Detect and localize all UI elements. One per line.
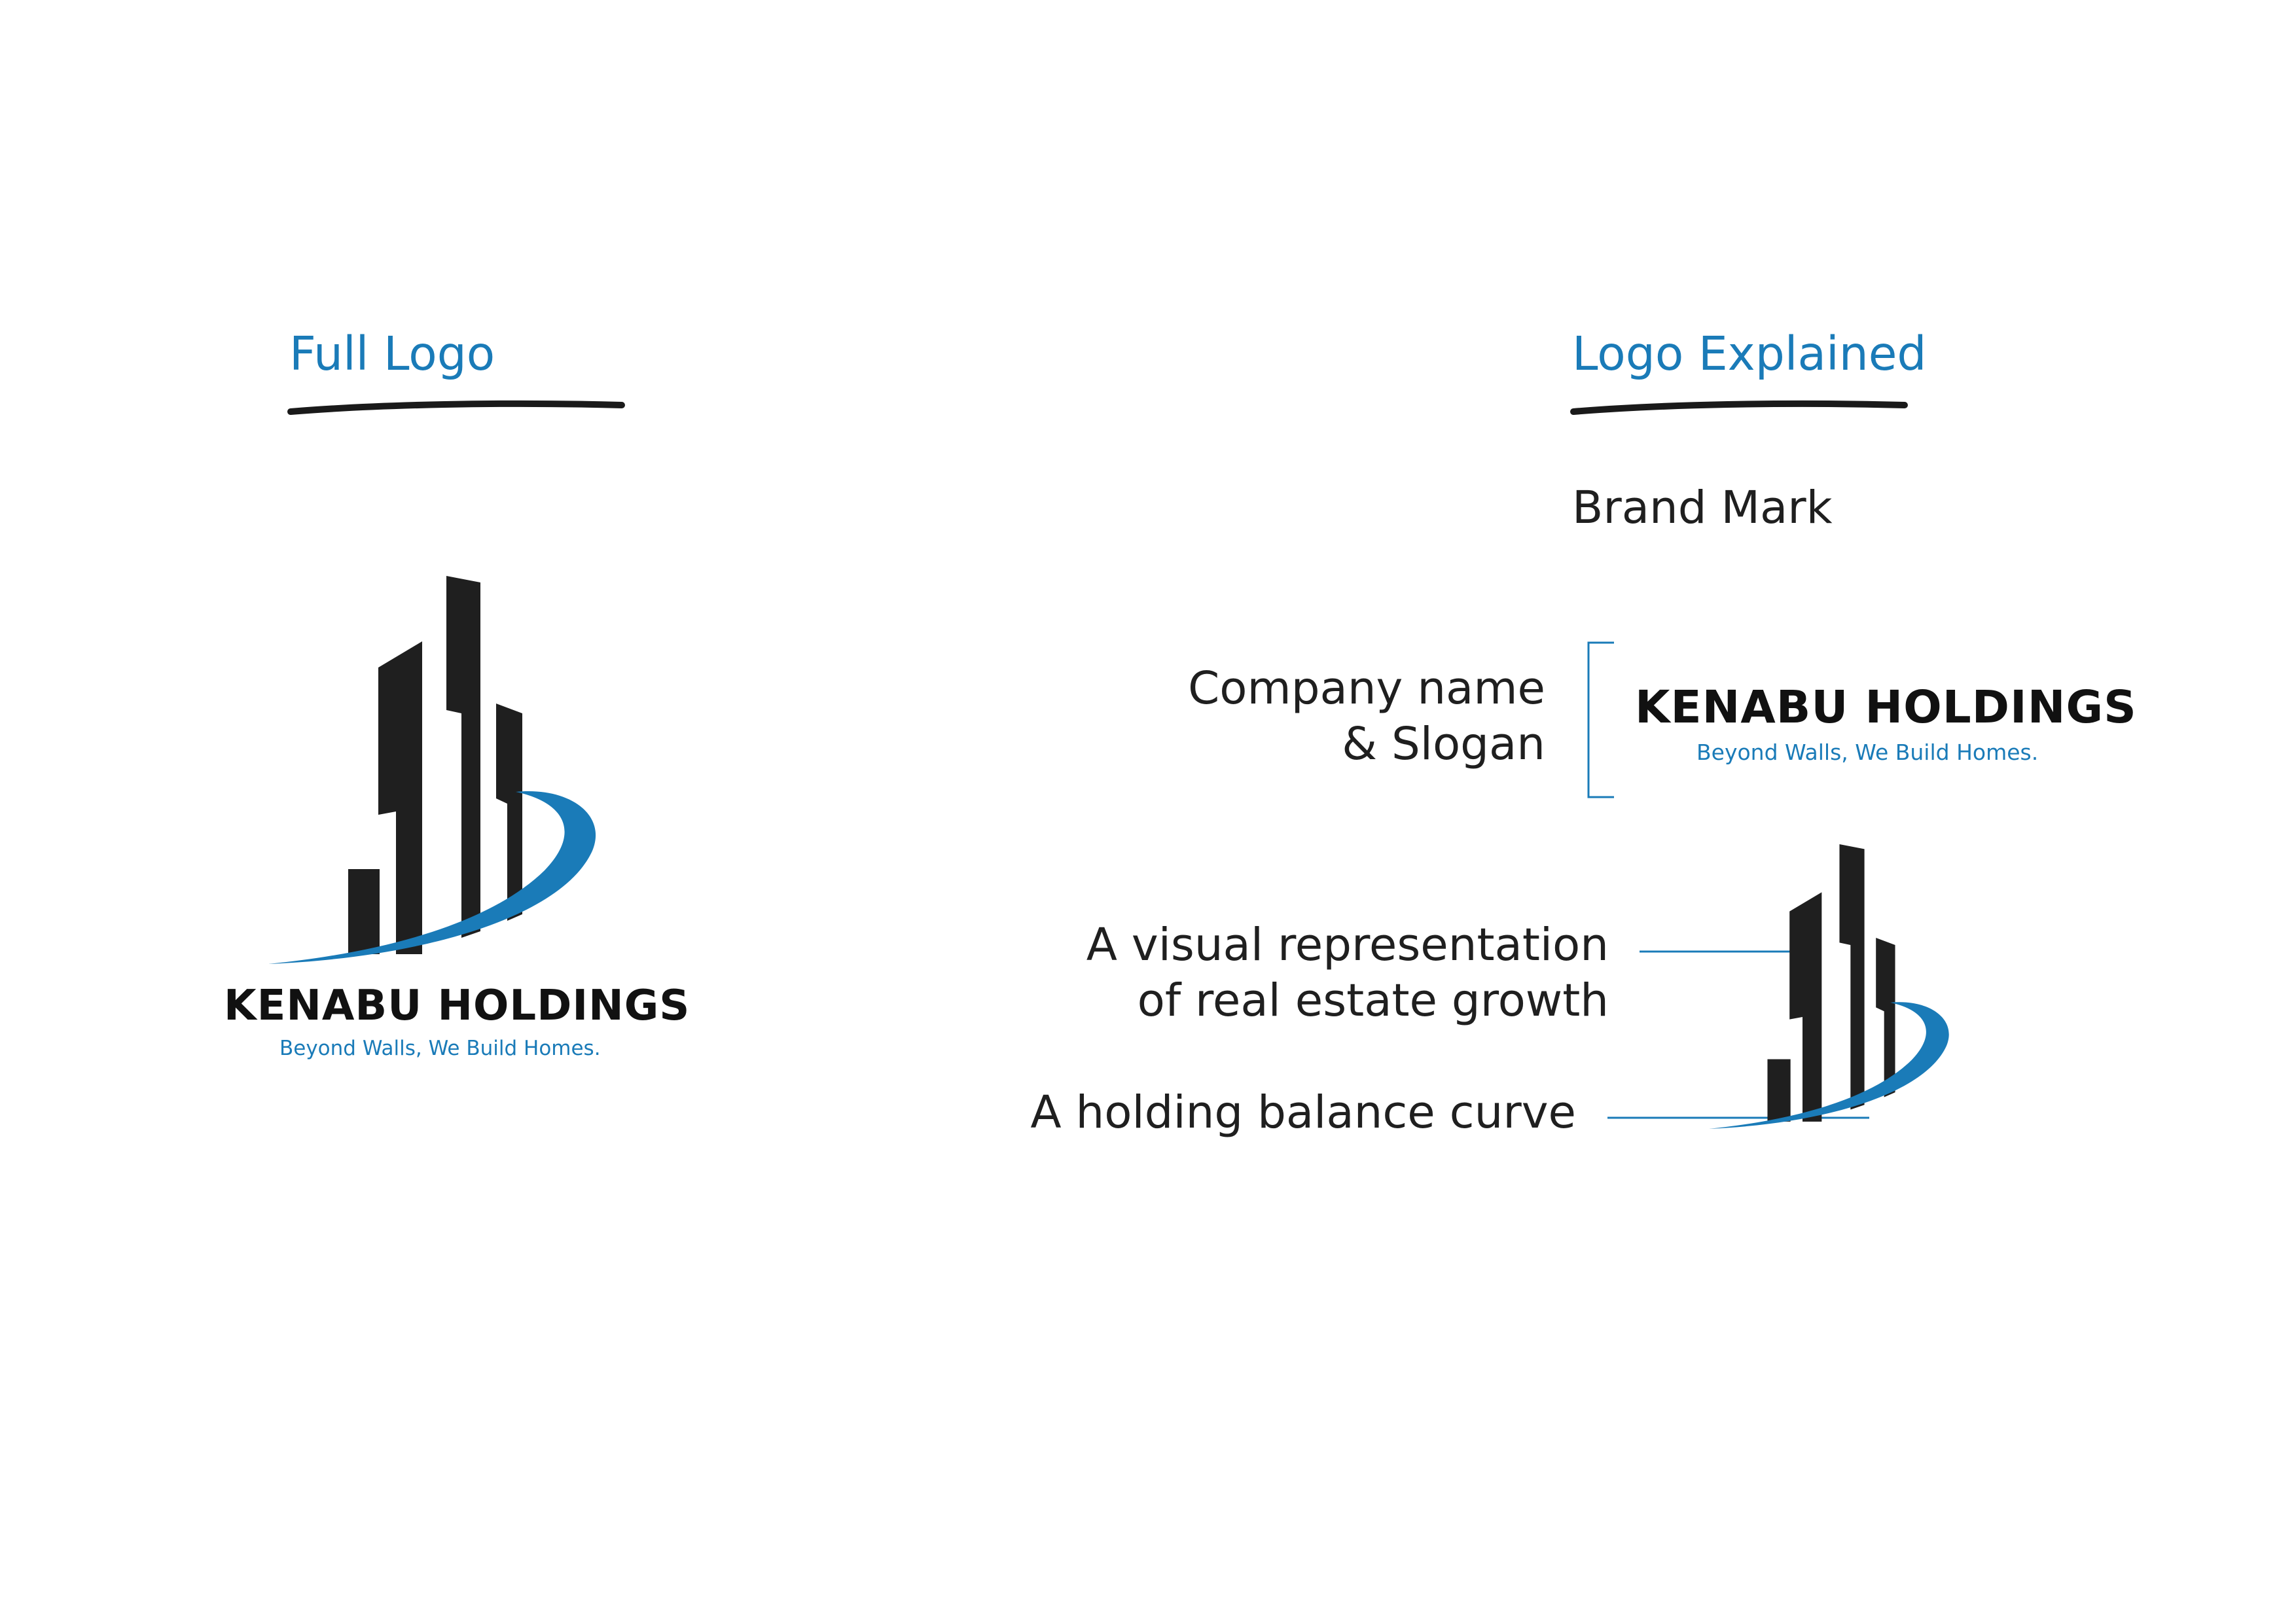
logo-explained-heading: Logo Explained: [1572, 327, 1927, 381]
growth-label-line1: A visual representation: [1086, 919, 1609, 971]
brand-mark-label: Brand Mark: [1572, 482, 1833, 534]
full-logo-heading: Full Logo: [289, 327, 495, 381]
growth-leader-line: [1640, 950, 1810, 953]
full-logo-underline: [287, 400, 625, 415]
wordmark-slogan: Beyond Walls, We Build Homes.: [1696, 740, 2039, 765]
company-name-label-line2: & Slogan: [1342, 718, 1545, 770]
curve-leader-line: [1607, 1116, 1869, 1119]
full-logo-mark: [268, 576, 596, 964]
company-name-label-line1: Company name: [1188, 662, 1545, 715]
full-logo-slogan: Beyond Walls, We Build Homes.: [279, 1037, 601, 1060]
growth-label-line2: of real estate growth: [1137, 974, 1609, 1027]
wordmark-bracket: [1587, 641, 1614, 798]
wordmark-company-name: KENABU HOLDINGS: [1635, 681, 2137, 734]
full-logo-company-name: KENABU HOLDINGS: [224, 982, 691, 1030]
logo-explained-underline: [1570, 400, 1908, 415]
brand-mark: [1709, 844, 1949, 1129]
curve-label: A holding balance curve: [1030, 1086, 1576, 1139]
